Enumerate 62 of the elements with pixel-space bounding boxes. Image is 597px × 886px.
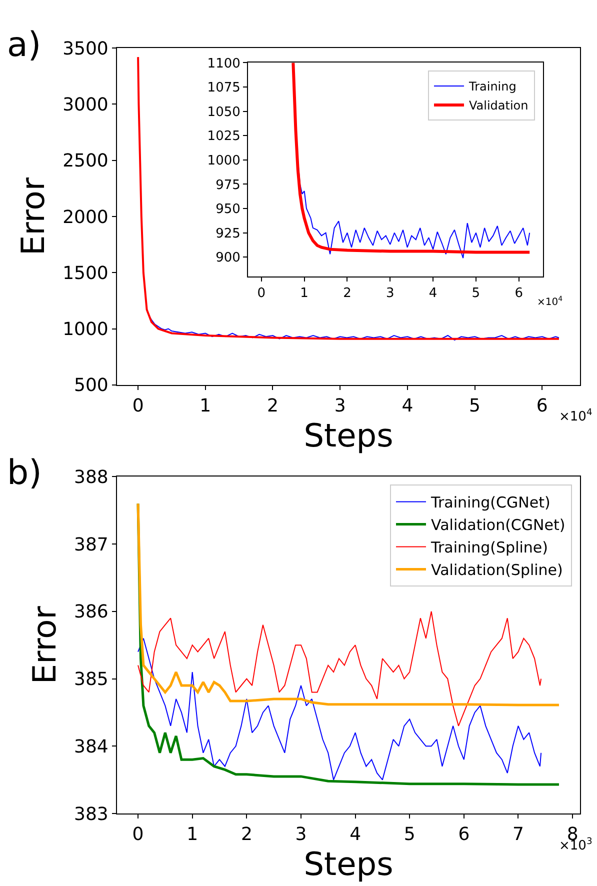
y-tick-label: 1000 [62, 319, 108, 340]
x-tick-label: 5 [472, 286, 480, 302]
y-tick-label: 1050 [207, 104, 240, 120]
y-tick-label: 386 [74, 602, 108, 623]
x-tick-label: 1 [200, 396, 212, 416]
y-tick-label: 1025 [207, 129, 240, 144]
x-tick-label: 2 [240, 824, 252, 846]
y-tick-label: 1000 [207, 153, 240, 168]
x-tick-label: 0 [257, 286, 266, 302]
y-tick-label: 500 [74, 375, 108, 396]
y-tick-label: 1500 [62, 262, 108, 284]
line-series [137, 56, 560, 340]
y-tick-label: 1100 [207, 56, 240, 72]
legend-label: Training(Spline) [430, 538, 548, 557]
x-tick-label: 6 [514, 286, 523, 302]
y-tick-label: 3500 [62, 38, 108, 60]
x-tick-label: 0 [132, 396, 144, 416]
x-tick-label: 6 [458, 824, 470, 846]
x-tick-label: 7 [512, 824, 524, 846]
y-tick-label: 950 [216, 202, 240, 218]
y-tick-label: 2500 [62, 150, 108, 172]
y-axis-title: Error [25, 605, 64, 684]
y-tick-label: 385 [74, 669, 108, 690]
y-tick-label: 387 [74, 534, 108, 556]
line-series [138, 638, 542, 780]
x-tick-label: 3 [295, 824, 307, 846]
y-tick-label: 388 [74, 466, 108, 488]
x-axis-title: Steps [304, 416, 394, 454]
y-tick-label: 975 [216, 178, 240, 193]
chart-title: a) [7, 25, 42, 65]
line-series [292, 62, 532, 254]
text: ×10$^{4}$ [559, 408, 592, 424]
legend-label: Training(CGNet) [430, 494, 550, 512]
y-tick-label: 2000 [62, 206, 108, 228]
y-tick-label: 384 [74, 736, 108, 758]
x-tick-label: 0 [132, 824, 144, 846]
chart-title: b) [7, 453, 42, 493]
x-tick-label: 4 [350, 824, 362, 846]
x-tick-label: 3 [334, 396, 346, 416]
x-tick-label: 2 [343, 286, 352, 302]
x-tick-label: 1 [186, 824, 198, 846]
legend-label: Validation [469, 98, 528, 113]
x-tick-label: 3 [386, 286, 394, 302]
y-axis-title: Error [14, 176, 52, 256]
y-tick-label: 3000 [62, 94, 108, 116]
x-tick-label: 5 [469, 396, 480, 416]
x-tick-label: 6 [536, 396, 548, 416]
x-tick-label: 1 [300, 286, 308, 302]
line-series [138, 610, 542, 726]
x-tick-label: 4 [428, 286, 438, 302]
y-tick-label: 925 [216, 226, 240, 242]
annotation: ×10$^{4}$ [537, 295, 564, 308]
legend-label: Validation(Spline) [431, 561, 563, 580]
y-tick-label: 1075 [207, 80, 240, 96]
x-tick-label: 4 [402, 396, 414, 416]
x-axis-title: Steps [304, 845, 394, 884]
legend-label: Validation(CGNet) [431, 516, 566, 534]
x-tick-label: 2 [267, 396, 278, 416]
legend-label: Training [468, 80, 516, 94]
y-tick-label: 900 [216, 250, 240, 266]
y-tick-label: 383 [74, 804, 108, 825]
x-tick-label: 5 [404, 824, 416, 846]
